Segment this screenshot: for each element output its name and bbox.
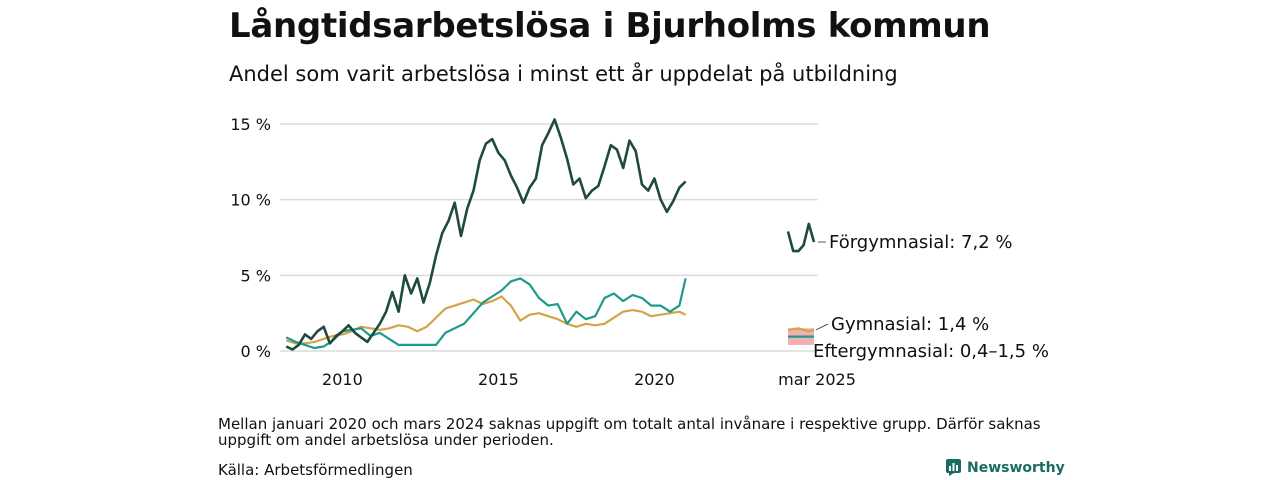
footnote: Mellan januari 2020 och mars 2024 saknas… — [218, 415, 1041, 449]
x-tick-label-latest: mar 2025 — [778, 370, 856, 389]
y-tick-label: 0 % — [241, 342, 271, 361]
y-tick-label: 15 % — [230, 115, 271, 134]
newsworthy-logo: Newsworthy — [946, 459, 1065, 476]
series-label-eftergymnasial: Eftergymnasial: 0,4–1,5 % — [813, 341, 1049, 362]
y-tick-label: 5 % — [241, 266, 271, 285]
x-tick-label: 2020 — [634, 370, 675, 389]
axis-ticks: 0 % 5 % 10 % 15 % 2010 2015 2020 mar 2025 — [230, 115, 856, 389]
series-line-eftergymnasial — [285, 277, 687, 350]
newsworthy-logo-icon — [946, 459, 961, 476]
leader-line-gymnasial — [815, 323, 829, 331]
y-tick-label: 10 % — [230, 191, 271, 210]
series-line-gymnasial — [285, 295, 687, 345]
latest-line-gymnasial — [787, 327, 815, 333]
brand-name: Newsworthy — [967, 459, 1065, 476]
series-line-forgymnasial — [285, 118, 687, 351]
series-labels: Förgymnasial: 7,2 % Gymnasial: 1,4 % Efter… — [813, 232, 1049, 362]
source-text: Källa: Arbetsförmedlingen — [218, 461, 413, 479]
series-label-gymnasial: Gymnasial: 1,4 % — [831, 314, 989, 335]
chart-subtitle: Andel som varit arbetslösa i minst ett å… — [229, 62, 898, 86]
x-tick-label: 2015 — [478, 370, 519, 389]
series-layer — [285, 118, 816, 351]
chart-title: Långtidsarbetslösa i Bjurholms kommun — [229, 6, 991, 46]
gridlines — [280, 123, 818, 352]
series-label-forgymnasial: Förgymnasial: 7,2 % — [829, 232, 1013, 253]
latest-line-forgymnasial — [786, 222, 816, 253]
x-tick-label: 2010 — [322, 370, 363, 389]
